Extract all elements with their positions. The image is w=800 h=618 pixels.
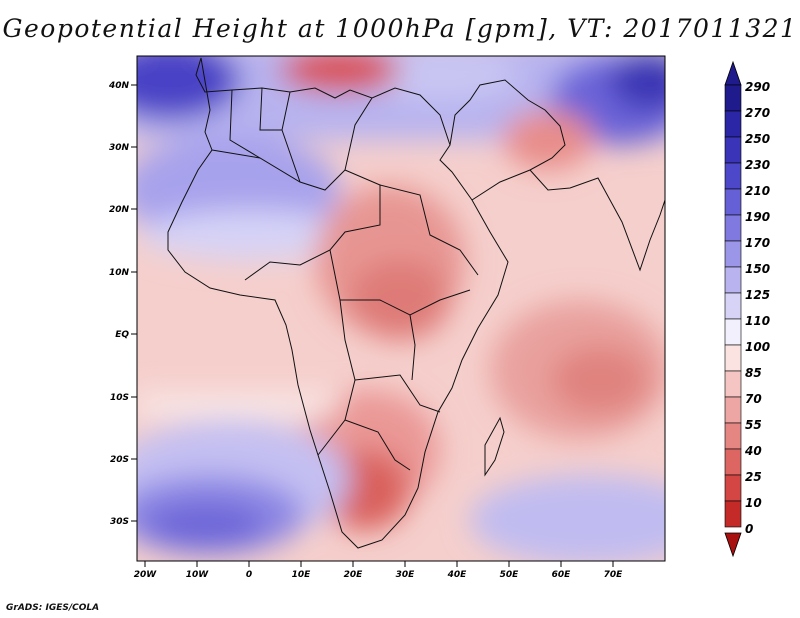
colorbar-box bbox=[724, 370, 742, 398]
lon-label: 30E bbox=[396, 570, 416, 580]
lat-label: 30S bbox=[110, 517, 129, 527]
lat-label: 20N bbox=[109, 205, 130, 215]
lat-label: 20S bbox=[110, 455, 129, 465]
lon-label: 40E bbox=[447, 570, 468, 580]
credit-text: GrADS: IGES/COLA bbox=[6, 603, 100, 613]
colorbar-box bbox=[724, 292, 742, 320]
colorbar-label: 25 bbox=[745, 470, 762, 484]
colorbar-boxes bbox=[724, 84, 742, 528]
lon-label: 50E bbox=[500, 570, 520, 580]
colorbar-box bbox=[724, 162, 742, 190]
colorbar-box bbox=[724, 188, 742, 216]
lon-label: 20W bbox=[134, 570, 158, 580]
colorbar: 290 270 250 230 210 190 170 150 125 110 … bbox=[724, 60, 770, 558]
map-frame bbox=[136, 55, 666, 562]
colorbar-label: 100 bbox=[745, 340, 770, 354]
colorbar-box bbox=[724, 214, 742, 242]
colorbar-box bbox=[724, 266, 742, 294]
colorbar-box bbox=[724, 448, 742, 476]
lon-label: 10W bbox=[186, 570, 210, 580]
colorbar-label: 85 bbox=[745, 366, 762, 380]
colorbar-label: 0 bbox=[745, 522, 753, 536]
lat-label: EQ bbox=[115, 330, 129, 340]
colorbar-labels: 290 270 250 230 210 190 170 150 125 110 … bbox=[744, 80, 770, 536]
colorbar-box bbox=[724, 110, 742, 138]
colorbar-box bbox=[724, 344, 742, 372]
colorbar-label: 210 bbox=[745, 184, 770, 198]
colorbar-label: 40 bbox=[744, 444, 762, 458]
colorbar-box bbox=[724, 422, 742, 450]
chart-title: Geopotential Height at 1000hPa [gpm], VT… bbox=[2, 14, 798, 43]
colorbar-box bbox=[724, 474, 742, 502]
lon-axis bbox=[144, 561, 614, 567]
lon-label: 60E bbox=[552, 570, 572, 580]
colorbar-bottom-arrow bbox=[724, 532, 742, 558]
lon-label: 0 bbox=[246, 570, 252, 580]
lat-label: 30N bbox=[109, 143, 130, 153]
lon-label: 20E bbox=[344, 570, 364, 580]
colorbar-label: 10 bbox=[745, 496, 762, 510]
colorbar-label: 170 bbox=[745, 236, 770, 250]
lon-label: 10E bbox=[292, 570, 312, 580]
lon-label: 70E bbox=[604, 570, 624, 580]
lat-label: 10S bbox=[110, 393, 129, 403]
colorbar-box bbox=[724, 240, 742, 268]
colorbar-box bbox=[724, 136, 742, 164]
colorbar-label: 270 bbox=[745, 106, 770, 120]
colorbar-label: 250 bbox=[745, 132, 770, 146]
coastlines bbox=[167, 57, 665, 549]
colorbar-label: 125 bbox=[745, 288, 770, 302]
lat-labels: 40N 30N 20N 10N EQ 10S 20S 30S bbox=[108, 81, 130, 527]
colorbar-box bbox=[724, 84, 742, 112]
lat-label: 10N bbox=[109, 268, 130, 278]
colorbar-label: 55 bbox=[745, 418, 762, 432]
height-field bbox=[137, 56, 665, 561]
colorbar-label: 290 bbox=[745, 80, 770, 94]
colorbar-box bbox=[724, 318, 742, 346]
colorbar-label: 230 bbox=[745, 158, 770, 172]
lon-labels: 20W 10W 0 10E 20E 30E 40E 50E 60E 70E bbox=[134, 570, 623, 580]
colorbar-label: 150 bbox=[745, 262, 770, 276]
colorbar-top-arrow bbox=[724, 60, 742, 86]
colorbar-label: 110 bbox=[745, 314, 770, 328]
colorbar-box bbox=[724, 396, 742, 424]
lat-label: 40N bbox=[108, 81, 130, 91]
lat-axis bbox=[131, 84, 137, 522]
colorbar-label: 190 bbox=[745, 210, 770, 224]
colorbar-label: 70 bbox=[745, 392, 762, 406]
colorbar-box bbox=[724, 500, 742, 528]
